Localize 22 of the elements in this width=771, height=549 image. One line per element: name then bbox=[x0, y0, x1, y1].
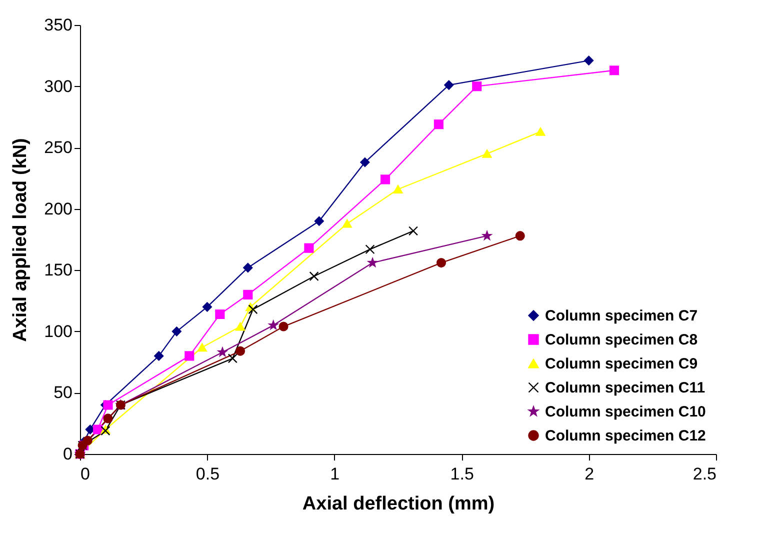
legend-label: Column specimen C12 bbox=[545, 428, 706, 444]
y-tick-label: 50 bbox=[54, 383, 72, 402]
legend-label: Column specimen C8 bbox=[545, 332, 698, 348]
y-axis-title: Axial applied load (kN) bbox=[10, 138, 32, 342]
y-tick-label: 0 bbox=[63, 444, 72, 464]
y-tick-label: 350 bbox=[44, 16, 72, 34]
x-tick-label: 0 bbox=[80, 464, 90, 484]
legend-label: Column specimen C10 bbox=[545, 404, 706, 420]
y-tick-label: 200 bbox=[44, 199, 72, 218]
x-tick-label: 1 bbox=[330, 464, 340, 484]
x-tick-label: 1.5 bbox=[450, 464, 474, 484]
x-tick-label: 2 bbox=[584, 464, 594, 484]
y-tick-label: 100 bbox=[44, 322, 72, 341]
legend-label: Column specimen C7 bbox=[545, 308, 698, 324]
y-tick-label: 250 bbox=[44, 138, 72, 158]
x-tick-label: 0.5 bbox=[196, 464, 220, 484]
legend-label: Column specimen C11 bbox=[545, 380, 706, 396]
x-tick-label: 2.5 bbox=[692, 464, 716, 484]
legend-label: Column specimen C9 bbox=[545, 356, 698, 372]
x-axis-title: Axial deflection (mm) bbox=[302, 494, 495, 514]
y-tick-label: 150 bbox=[44, 260, 72, 280]
y-tick-label: 300 bbox=[44, 76, 72, 96]
